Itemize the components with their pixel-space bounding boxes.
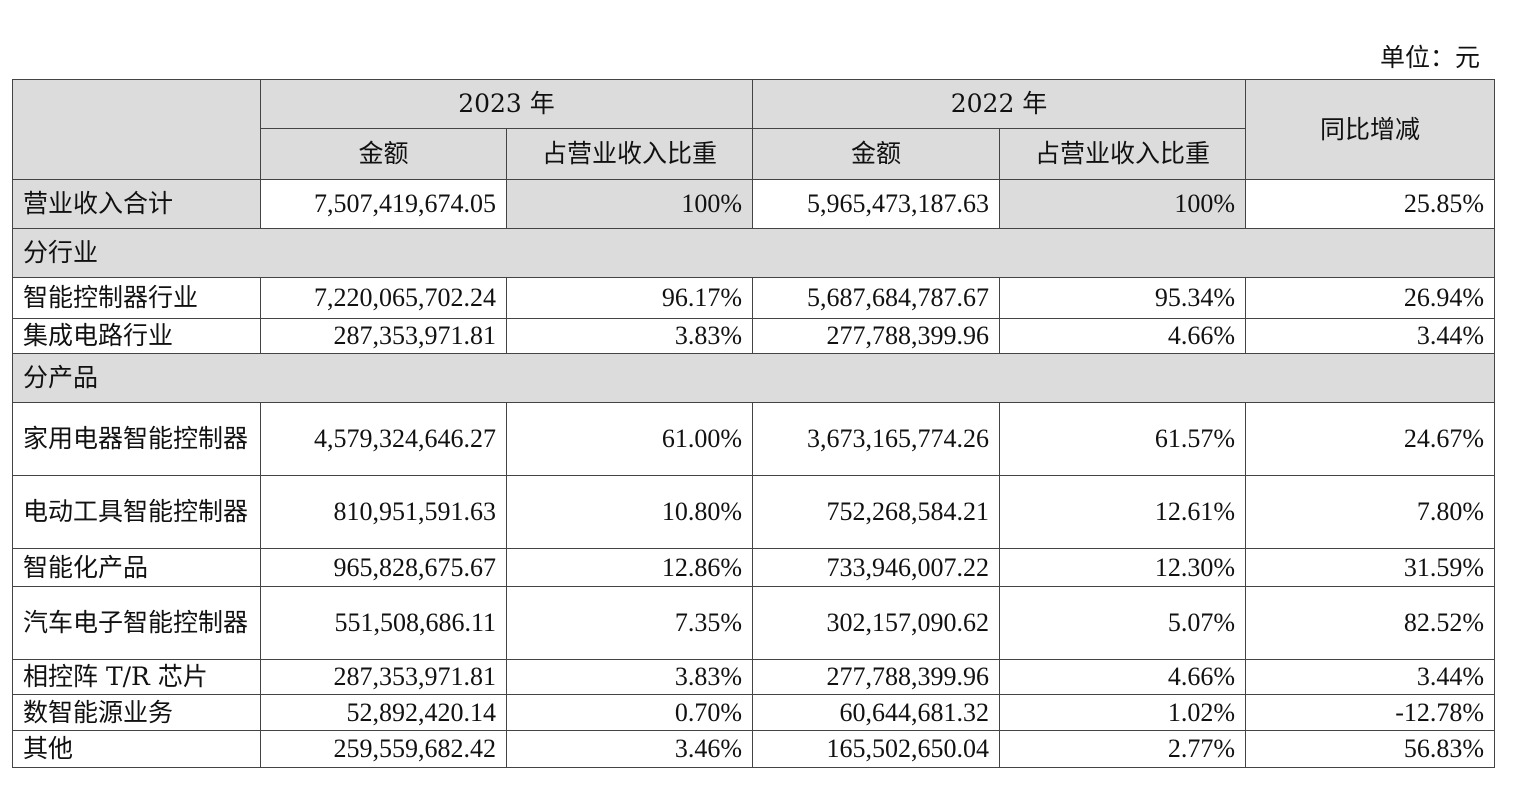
section-title: 分行业 — [11, 228, 1496, 278]
table-row: 相控阵 T/R 芯片 287,353,971.81 3.83% 277,788,399… — [12, 659, 1496, 695]
header-year-2023: 2023 年 — [259, 79, 754, 129]
header-amount-2023: 金额 — [260, 128, 507, 180]
amount-2023: 810,951,591.63 — [260, 475, 507, 549]
share-2023: 3.83% — [505, 318, 754, 354]
row-label: 智能控制器行业 — [12, 277, 261, 319]
share-2022: 61.57% — [999, 402, 1247, 476]
yoy-change: 56.83% — [1245, 730, 1496, 768]
header-blank — [12, 79, 261, 180]
table-row: 集成电路行业 287,353,971.81 3.83% 277,788,399.96 4… — [12, 318, 1496, 354]
share-2022: 95.34% — [999, 277, 1247, 319]
amount-2023: 52,892,420.14 — [260, 694, 507, 731]
amount-2022: 3,673,165,774.26 — [752, 402, 1001, 476]
share-2023: 3.46% — [505, 730, 754, 768]
table-row: 智能化产品 965,828,675.67 12.86% 733,946,007.22 1… — [12, 548, 1496, 587]
share-2023: 61.00% — [505, 402, 754, 476]
table-row: 汽车电子智能控制器 551,508,686.11 7.35% 302,157,090.… — [12, 586, 1496, 660]
amount-2023: 965,828,675.67 — [260, 548, 507, 587]
share-2023: 100% — [505, 179, 754, 229]
section-row: 分产品 — [11, 353, 1496, 403]
amount-2022: 277,788,399.96 — [752, 318, 1001, 354]
table-row: 其他 259,559,682.42 3.46% 165,502,650.04 2.77%… — [12, 730, 1496, 768]
header-share-2022: 占营业收入比重 — [999, 128, 1247, 180]
share-2022: 1.02% — [999, 694, 1247, 731]
row-label: 数智能源业务 — [12, 694, 261, 731]
share-2023: 7.35% — [505, 586, 754, 660]
share-2022: 12.61% — [999, 475, 1247, 549]
amount-2022: 277,788,399.96 — [752, 659, 1001, 695]
share-2022: 12.30% — [999, 548, 1247, 587]
amount-2023: 259,559,682.42 — [260, 730, 507, 768]
yoy-change: 25.85% — [1245, 179, 1496, 229]
amount-2023: 287,353,971.81 — [260, 318, 507, 354]
share-2022: 2.77% — [999, 730, 1247, 768]
revenue-table: 2023 年 2022 年 同比增减 金额 占营业收入比重 金额 占营业收入比重… — [11, 79, 1496, 768]
row-label: 电动工具智能控制器 — [12, 475, 261, 549]
amount-2022: 752,268,584.21 — [752, 475, 1001, 549]
amount-2022: 733,946,007.22 — [752, 548, 1001, 587]
total-row: 营业收入合计 7,507,419,674.05 100% 5,965,473,1… — [12, 179, 1496, 229]
row-label: 其他 — [12, 730, 261, 768]
header-yoy: 同比增减 — [1245, 79, 1496, 180]
amount-2023: 7,507,419,674.05 — [260, 179, 507, 229]
yoy-change: 82.52% — [1245, 586, 1496, 660]
share-2023: 12.86% — [505, 548, 754, 587]
table-row: 电动工具智能控制器 810,951,591.63 10.80% 752,268,584… — [12, 475, 1496, 549]
section-row: 分行业 — [11, 228, 1496, 278]
yoy-change: 31.59% — [1245, 548, 1496, 587]
share-2023: 10.80% — [505, 475, 754, 549]
share-2023: 0.70% — [505, 694, 754, 731]
amount-2022: 302,157,090.62 — [752, 586, 1001, 660]
section-title: 分产品 — [11, 353, 1496, 403]
row-label: 智能化产品 — [12, 548, 261, 587]
row-label: 营业收入合计 — [12, 179, 261, 229]
share-2022: 5.07% — [999, 586, 1247, 660]
amount-2023: 551,508,686.11 — [260, 586, 507, 660]
header-share-2023: 占营业收入比重 — [505, 128, 754, 180]
yoy-change: -12.78% — [1245, 694, 1496, 731]
amount-2023: 287,353,971.81 — [260, 659, 507, 695]
row-label: 汽车电子智能控制器 — [12, 586, 261, 660]
yoy-change: 26.94% — [1245, 277, 1496, 319]
row-label: 家用电器智能控制器 — [12, 402, 261, 476]
row-label: 集成电路行业 — [12, 318, 261, 354]
row-label: 相控阵 T/R 芯片 — [12, 659, 261, 695]
table-row: 智能控制器行业 7,220,065,702.24 96.17% 5,687,684,7… — [12, 277, 1496, 319]
share-2023: 96.17% — [505, 277, 754, 319]
unit-label: 单位：元 — [1379, 43, 1480, 72]
share-2022: 4.66% — [999, 318, 1247, 354]
header-amount-2022: 金额 — [752, 128, 1001, 180]
amount-2023: 7,220,065,702.24 — [260, 277, 507, 319]
yoy-change: 3.44% — [1245, 659, 1496, 695]
amount-2022: 5,965,473,187.63 — [752, 179, 1001, 229]
header-year-2022: 2022 年 — [752, 79, 1247, 129]
yoy-change: 3.44% — [1245, 318, 1496, 354]
amount-2022: 60,644,681.32 — [752, 694, 1001, 731]
share-2023: 3.83% — [505, 659, 754, 695]
yoy-change: 24.67% — [1245, 402, 1496, 476]
share-2022: 4.66% — [999, 659, 1247, 695]
yoy-change: 7.80% — [1245, 475, 1496, 549]
table-row: 家用电器智能控制器 4,579,324,646.27 61.00% 3,673,165… — [12, 402, 1496, 476]
share-2022: 100% — [999, 179, 1247, 229]
amount-2022: 165,502,650.04 — [752, 730, 1001, 768]
table-row: 数智能源业务 52,892,420.14 0.70% 60,644,681.32 1.0… — [12, 694, 1496, 731]
amount-2022: 5,687,684,787.67 — [752, 277, 1001, 319]
amount-2023: 4,579,324,646.27 — [260, 402, 507, 476]
